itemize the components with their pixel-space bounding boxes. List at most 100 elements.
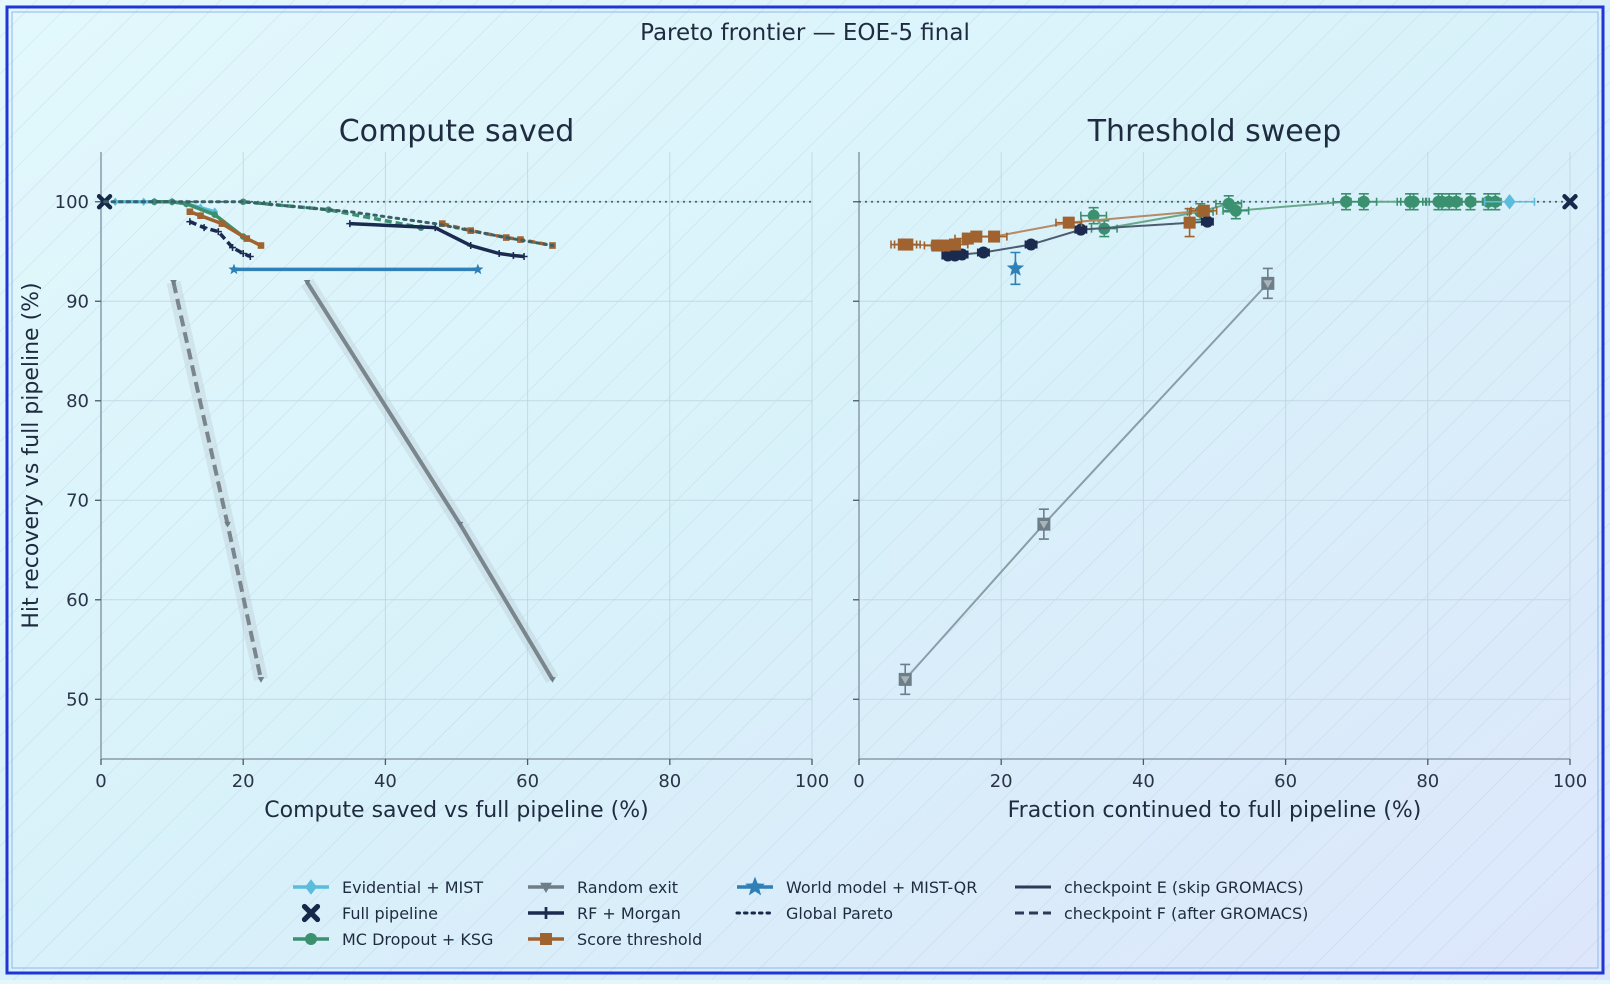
legend-random-swatch [540, 882, 552, 893]
right-series-random-point-inner [900, 676, 910, 684]
right-series-rf-point [1201, 215, 1214, 228]
right-series-rf-point [1074, 223, 1087, 236]
legend-random-label: Random exit [577, 878, 678, 897]
legend-score-swatch [540, 933, 552, 945]
left-series-rf-F-point [214, 228, 222, 236]
right-series-mc-point [1357, 195, 1370, 208]
right-tick-label-x: 100 [1553, 771, 1587, 792]
left-tick-label-y: 80 [66, 391, 89, 412]
legend-item-ckE: checkpoint E (skip GROMACS) [1015, 878, 1304, 897]
legend-ckE-label: checkpoint E (skip GROMACS) [1064, 878, 1304, 897]
left-series-score-E-point [197, 212, 204, 219]
left-tick-label-x: 40 [374, 771, 397, 792]
left-series-rf-E-point [509, 251, 517, 259]
left-series-rf-E-point [346, 220, 354, 228]
right-series-rf [941, 215, 1214, 262]
right-series-random-point-inner [1039, 521, 1049, 529]
left-series-world-point [228, 263, 240, 275]
right-tick-label-x: 80 [1416, 771, 1439, 792]
left-tick-label-x: 0 [95, 771, 106, 792]
left-series-random-E-point [456, 521, 464, 528]
legend-full-label: Full pipeline [342, 904, 438, 923]
right-series-score-point [970, 230, 983, 243]
left-series-rf-F [186, 218, 254, 260]
legend-item-pareto: Global Pareto [735, 904, 893, 923]
legend-world-label: World model + MIST-QR [786, 878, 977, 897]
right-tick-label-x: 60 [1274, 771, 1297, 792]
right-series-world [1006, 251, 1025, 286]
left-series-rf-F-point [246, 252, 254, 260]
right-series-score-point [988, 230, 1001, 243]
left-tick-label-x: 80 [658, 771, 681, 792]
right-panel-title: Threshold sweep [1087, 114, 1342, 149]
right-series-random-point-inner [1263, 280, 1273, 288]
legend-item-ckF: checkpoint F (after GROMACS) [1015, 904, 1308, 923]
left-tick-label-y: 60 [66, 590, 89, 611]
left-y-axis-label: Hit recovery vs full pipeline (%) [19, 282, 44, 628]
panel-compute-saved: 0 20 40 60 80 100 50 60 70 80 90 100 Compute saved Co… [19, 114, 829, 823]
legend-item-full: Full pipeline [301, 903, 438, 923]
left-series-mc-E-point [151, 198, 158, 206]
panel-threshold-sweep: 0 20 40 60 80 100 Threshold sweep Fraction cont… [853, 114, 1587, 823]
left-tick-label-y: 50 [66, 689, 89, 710]
left-series-random-F-point [257, 677, 265, 683]
right-series-full [1562, 194, 1578, 210]
legend-mc-label: MC Dropout + KSG [342, 930, 493, 949]
figure-title: Pareto frontier — EOE-5 final [640, 20, 970, 46]
right-series-full-point [1562, 194, 1578, 210]
right-series-mc [1080, 192, 1509, 238]
left-series-score-E-point [218, 220, 226, 227]
left-panel-title: Compute saved [339, 114, 575, 149]
right-series-mc-point [1407, 195, 1420, 208]
right-tick-label-x: 40 [1132, 771, 1155, 792]
left-series-rf-E-point [431, 224, 439, 232]
legend-mc-swatch [305, 933, 317, 945]
right-x-axis-label: Fraction continued to full pipeline (%) [1008, 798, 1422, 823]
left-series-random-E-point [549, 677, 556, 683]
left-series-rf-F-point [186, 218, 194, 226]
right-series-rf-point [956, 248, 969, 261]
right-series-score-point [948, 238, 961, 251]
legend-rf-label: RF + Morgan [577, 904, 681, 923]
left-series-random-E [301, 278, 559, 683]
legend-item-rf: RF + Morgan [528, 904, 681, 923]
left-series-world-point [472, 263, 484, 275]
left-series-rf-F-line [189, 220, 251, 259]
right-series-mc-point [1450, 195, 1463, 208]
legend: Evidential + MIST Full pipeline MC Dropout… [293, 876, 1308, 949]
right-series-mc-point [1464, 195, 1477, 208]
legend-rf-swatch [540, 907, 552, 919]
right-series-score-point [1183, 216, 1196, 229]
right-series-score-point [1197, 204, 1210, 217]
right-series-world-point [1006, 259, 1025, 276]
left-series-score-E-point [257, 242, 265, 249]
legend-item-random: Random exit [528, 878, 678, 897]
left-series-random-F [166, 280, 268, 683]
legend-evidential-label: Evidential + MIST [342, 878, 483, 897]
legend-score-label: Score threshold [577, 930, 702, 949]
left-tick-label-x: 60 [516, 771, 539, 792]
right-series-score-line [903, 209, 1204, 247]
right-series-rf-point [977, 246, 990, 259]
legend-item-evidential: Evidential + MIST [293, 878, 483, 897]
right-series-score [1183, 207, 1196, 238]
legend-full-swatch [301, 903, 321, 923]
right-series-evidential-point [1503, 193, 1516, 210]
left-series-score-E-point [186, 208, 194, 216]
right-series-mc-point [1229, 204, 1242, 217]
legend-evidential-swatch [305, 879, 317, 895]
right-tick-label-x: 20 [990, 771, 1013, 792]
legend-world-swatch [745, 876, 765, 896]
right-series-rf-point [1025, 238, 1038, 251]
left-series-score-E-point [243, 235, 251, 242]
left-series-mc-E-point [211, 211, 219, 218]
right-series-mc-point [1087, 209, 1100, 222]
left-tick-label-x: 100 [795, 771, 829, 792]
left-series-random-E-point [303, 280, 311, 286]
legend-item-mc: MC Dropout + KSG [293, 930, 493, 949]
left-series-rf-F-point [229, 244, 237, 252]
left-series-rf-E [346, 220, 528, 260]
legend-item-score: Score threshold [528, 930, 702, 949]
